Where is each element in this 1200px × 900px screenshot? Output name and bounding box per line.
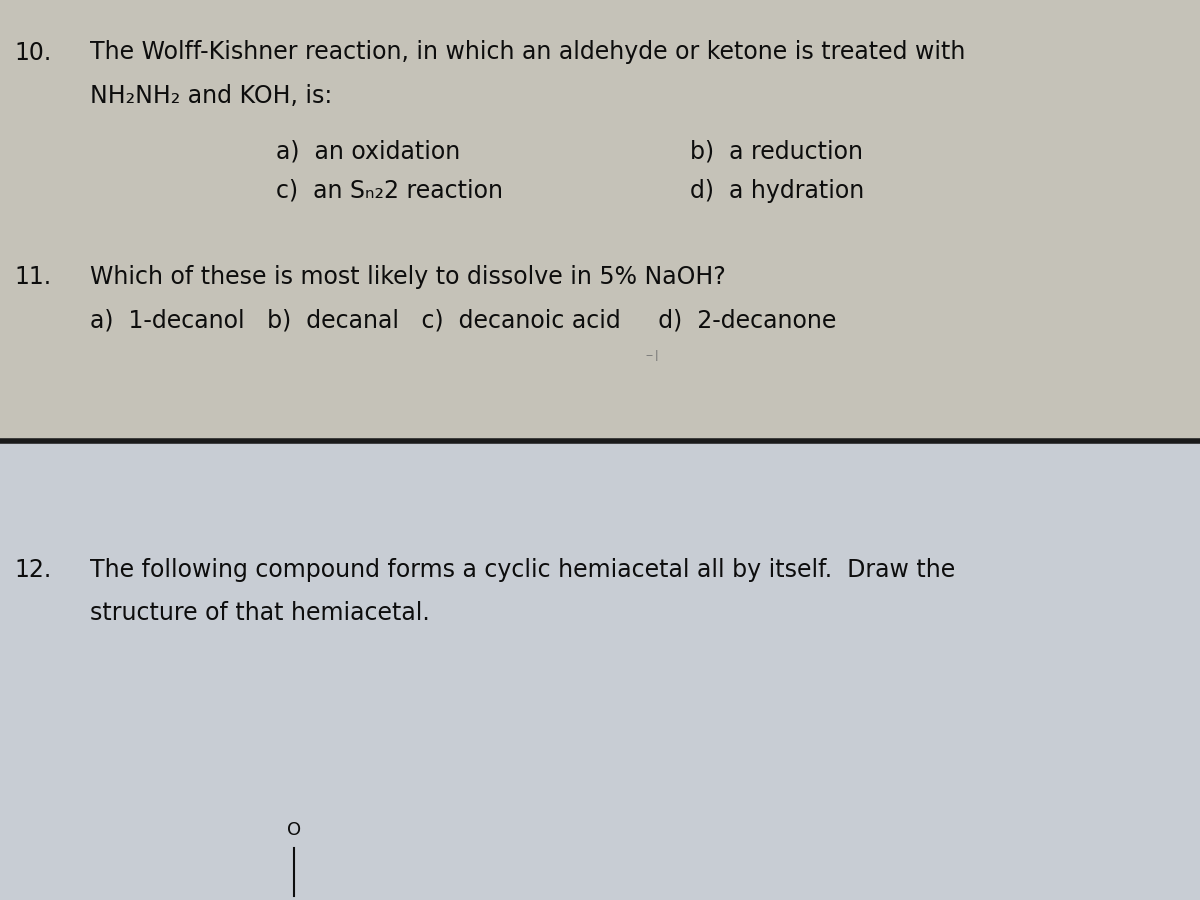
Text: Which of these is most likely to dissolve in 5% NaOH?: Which of these is most likely to dissolv…: [90, 266, 726, 289]
Text: c)  an Sₙ₂2 reaction: c) an Sₙ₂2 reaction: [276, 179, 503, 203]
Text: b)  a reduction: b) a reduction: [690, 140, 863, 164]
Text: O: O: [287, 821, 301, 839]
Text: The following compound forms a cyclic hemiacetal all by itself.  Draw the: The following compound forms a cyclic he…: [90, 558, 955, 582]
Text: structure of that hemiacetal.: structure of that hemiacetal.: [90, 601, 430, 626]
Text: a)  an oxidation: a) an oxidation: [276, 140, 461, 164]
Text: d)  a hydration: d) a hydration: [690, 179, 864, 203]
Text: 10.: 10.: [14, 40, 52, 65]
Text: a)  1-decanol   b)  decanal   c)  decanoic acid     d)  2-decanone: a) 1-decanol b) decanal c) decanoic acid…: [90, 309, 836, 332]
Text: NH₂NH₂ and KOH, is:: NH₂NH₂ and KOH, is:: [90, 84, 332, 108]
Text: 12.: 12.: [14, 558, 52, 582]
Bar: [0, 441, 1200, 900]
Text: The Wolff-Kishner reaction, in which an aldehyde or ketone is treated with: The Wolff-Kishner reaction, in which an …: [90, 40, 965, 65]
Text: ‒❘: ‒❘: [646, 350, 662, 361]
Bar: [0, 0, 1200, 441]
Text: 11.: 11.: [14, 266, 52, 289]
